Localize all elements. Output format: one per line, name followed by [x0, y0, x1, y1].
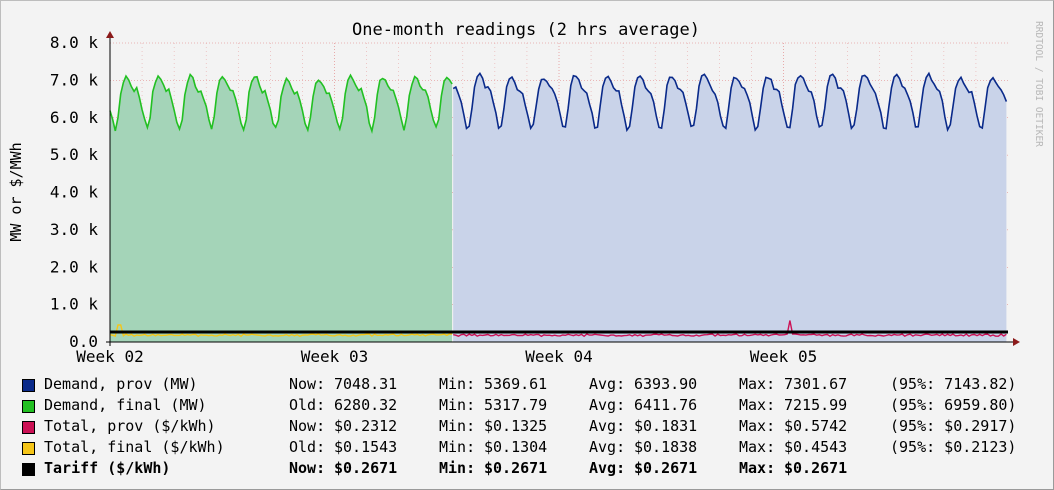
watermark: RRDTOOL / TOBI OETIKER	[1033, 21, 1044, 147]
legend-swatch	[22, 463, 35, 476]
legend-avg-label: Avg:	[589, 375, 626, 393]
legend-min-label: Min:	[439, 438, 476, 456]
legend-now-label: Now:	[289, 417, 326, 435]
legend-label: Demand, final (MW)	[44, 396, 207, 414]
legend-row: Total, final ($/kWh) Old: $0.1543 Min: $0.13…	[22, 438, 1042, 459]
legend-min-label: Min:	[439, 459, 476, 477]
legend-avg-value: 6411.76	[634, 396, 698, 414]
legend-avg-label: Avg:	[589, 438, 626, 456]
legend-avg-label: Avg:	[589, 396, 626, 414]
legend-now-label: Old:	[289, 438, 326, 456]
y-axis-label: MW or $/MWh	[7, 142, 25, 241]
legend-swatch	[22, 400, 35, 413]
legend-max-label: Max:	[739, 417, 776, 435]
y-tick-label: 8.0 k	[50, 33, 99, 52]
legend-max-label: Max:	[739, 438, 776, 456]
legend-max-value: 7301.67	[784, 375, 848, 393]
legend-label: Tariff ($/kWh)	[44, 459, 171, 477]
demand-prov-line	[452, 71, 1008, 133]
legend-min-value: $0.2671	[484, 459, 548, 477]
legend-min-value: 5369.61	[484, 375, 548, 393]
y-tick-label: 1.0 k	[50, 295, 99, 314]
legend-avg-label: Avg:	[589, 417, 626, 435]
x-tick-label: Week 05	[750, 347, 817, 366]
legend-min-label: Min:	[439, 375, 476, 393]
demand-final-line	[109, 72, 453, 135]
legend-swatch	[22, 379, 35, 392]
y-tick-label: 3.0 k	[50, 220, 99, 239]
legend-min-label: Min:	[439, 417, 476, 435]
legend-label: Total, prov ($/kWh)	[44, 417, 216, 435]
legend-now-label: Old:	[289, 396, 326, 414]
legend-now-value: 7048.31	[334, 375, 398, 393]
legend-avg-value: $0.2671	[634, 459, 698, 477]
legend-min-label: Min:	[439, 396, 476, 414]
y-tick-label: 5.0 k	[50, 145, 99, 164]
legend-label: Demand, prov (MW)	[44, 375, 198, 393]
legend-max-label: Max:	[739, 459, 776, 477]
x-tick-label: Week 03	[301, 347, 368, 366]
legend-now-label: Now:	[289, 459, 326, 477]
legend-now-label: Now:	[289, 375, 326, 393]
legend-max-value: $0.4543	[784, 438, 848, 456]
y-tick-label: 6.0 k	[50, 108, 99, 127]
x-axis-arrow	[1013, 338, 1020, 346]
legend-max-value: $0.2671	[784, 459, 848, 477]
chart-title: One-month readings (2 hrs average)	[352, 20, 700, 40]
legend-label: Total, final ($/kWh)	[44, 438, 225, 456]
legend-min-value: 5317.79	[484, 396, 548, 414]
x-tick-label: Week 04	[525, 347, 592, 366]
legend-max-value: 7215.99	[784, 396, 848, 414]
legend-max-label: Max:	[739, 396, 776, 414]
y-tick-label: 4.0 k	[50, 183, 99, 202]
legend-avg-value: $0.1831	[634, 417, 698, 435]
legend-row: Total, prov ($/kWh) Now: $0.2312 Min: $0.132…	[22, 417, 1042, 438]
legend-p95: (95%: 6959.80)	[890, 396, 1017, 414]
legend-p95: (95%: 7143.82)	[890, 375, 1017, 393]
demand-prov-area	[453, 73, 1007, 343]
legend-max-label: Max:	[739, 375, 776, 393]
legend-min-value: $0.1304	[484, 438, 548, 456]
legend-swatch	[22, 421, 35, 434]
legend-now-value: 6280.32	[334, 396, 398, 414]
legend-p95: (95%: $0.2917)	[890, 417, 1017, 435]
legend-row: Tariff ($/kWh) Now: $0.2671 Min: $0.2671 Avg:…	[22, 459, 1042, 480]
y-tick-label: 0.0	[69, 332, 98, 351]
legend-max-value: $0.5742	[784, 417, 848, 435]
y-axis-arrow	[106, 31, 114, 38]
chart-plot: One-month readings (2 hrs average) MW or…	[7, 20, 1044, 366]
legend-row: Demand, final (MW) Old: 6280.32 Min: 5317.79…	[22, 396, 1042, 417]
demand-final-area	[110, 74, 453, 342]
legend-p95: (95%: $0.2123)	[890, 438, 1017, 456]
legend-swatch	[22, 442, 35, 455]
legend-min-value: $0.1325	[484, 417, 548, 435]
legend-avg-label: Avg:	[589, 459, 626, 477]
x-tick-label: Week 02	[76, 347, 143, 366]
legend-now-value: $0.2671	[334, 459, 398, 477]
y-tick-label: 7.0 k	[50, 70, 99, 89]
legend-avg-value: $0.1838	[634, 438, 698, 456]
y-tick-label: 2.0 k	[50, 257, 99, 276]
legend-avg-value: 6393.90	[634, 375, 698, 393]
legend-row: Demand, prov (MW) Now: 7048.31 Min: 5369.61 A…	[22, 375, 1042, 396]
total-prov-line	[453, 320, 1007, 338]
total-final-line	[109, 324, 453, 338]
legend-now-value: $0.1543	[334, 438, 398, 456]
legend-now-value: $0.2312	[334, 417, 398, 435]
